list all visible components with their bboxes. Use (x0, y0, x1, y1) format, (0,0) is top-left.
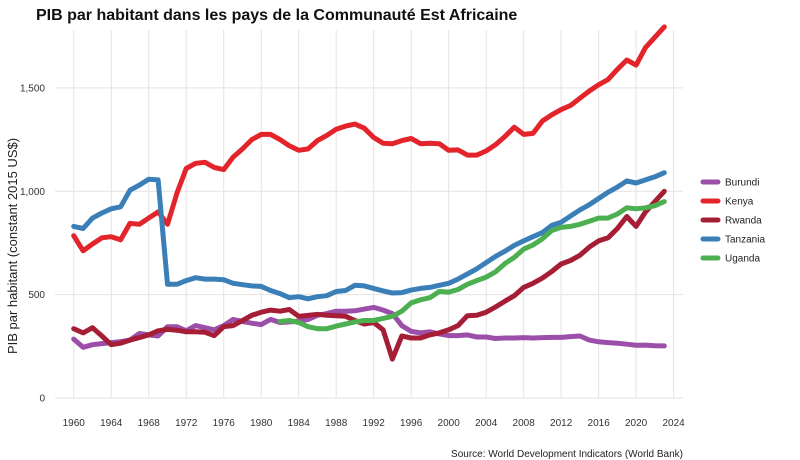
legend: Burundi Kenya Rwanda Tanzania Uganda (700, 178, 765, 265)
source-note: Source: World Development Indicators (Wo… (451, 449, 683, 460)
y-tick-label: 1,000 (20, 187, 45, 198)
x-tick-label: 2004 (475, 418, 498, 429)
x-tick-label: 1968 (138, 418, 161, 429)
y-axis-title: PIB par habitant (constant 2015 US$) (5, 138, 20, 354)
x-tick-label: 1964 (100, 418, 123, 429)
y-axis: 0 500 1,000 1,500 (20, 83, 45, 404)
x-tick-label: 1996 (400, 418, 423, 429)
legend-label-burundi: Burundi (725, 178, 759, 189)
series-lines (71, 24, 667, 362)
series-line-tanzania (71, 170, 667, 302)
series-line-rwanda (71, 188, 667, 362)
x-axis: 1960 1964 1968 1972 1976 1980 1984 1988 1992 1996… (63, 418, 686, 429)
legend-label-rwanda: Rwanda (725, 216, 762, 227)
x-tick-label: 1988 (325, 418, 348, 429)
series-line-uganda (277, 199, 667, 332)
x-tick-label: 2012 (550, 418, 573, 429)
x-tick-label: 1972 (175, 418, 198, 429)
x-tick-label: 1992 (363, 418, 386, 429)
x-tick-label: 2016 (588, 418, 611, 429)
gridlines (55, 30, 683, 399)
x-tick-label: 2024 (663, 418, 686, 429)
chart-title: PIB par habitant dans les pays de la Com… (36, 7, 517, 24)
x-tick-label: 1960 (63, 418, 86, 429)
series-line-burundi (71, 304, 667, 350)
x-tick-label: 2020 (625, 418, 648, 429)
y-tick-label: 1,500 (20, 83, 45, 94)
x-tick-label: 2008 (513, 418, 536, 429)
x-tick-label: 1980 (250, 418, 273, 429)
y-tick-label: 500 (28, 290, 45, 301)
x-tick-label: 1976 (213, 418, 236, 429)
x-tick-label: 2000 (438, 418, 461, 429)
legend-label-tanzania: Tanzania (725, 235, 765, 246)
x-tick-label: 1984 (288, 418, 311, 429)
series-line-kenya (71, 24, 667, 254)
legend-label-uganda: Uganda (725, 254, 760, 265)
legend-label-kenya: Kenya (725, 197, 754, 208)
y-tick-label: 0 (39, 394, 45, 405)
